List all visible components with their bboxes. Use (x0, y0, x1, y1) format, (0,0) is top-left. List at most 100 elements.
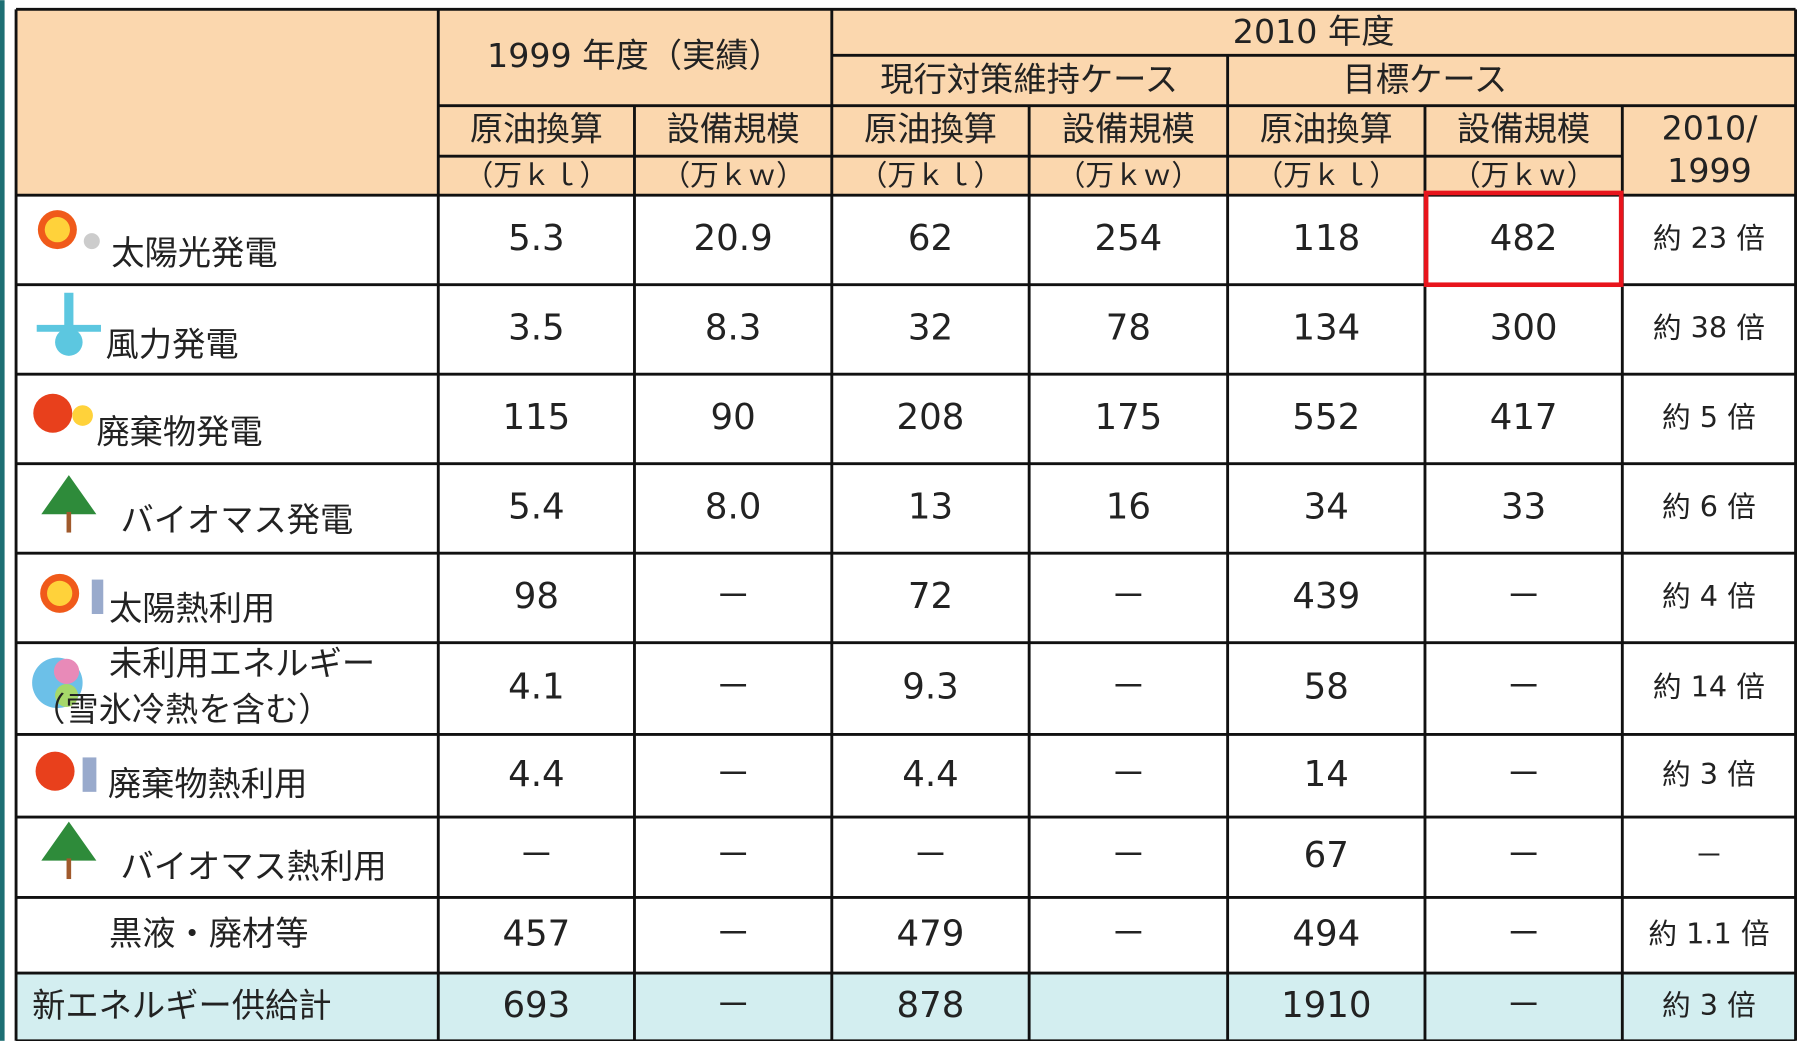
waste-icon (35, 751, 75, 791)
column-name: 原油換算 (470, 109, 603, 148)
tap-icon (82, 757, 97, 792)
cell-value: 5.4 (508, 486, 565, 527)
header-current-case: 現行対策維持ケース (880, 60, 1178, 99)
cell-value: 115 (502, 397, 570, 438)
cell-value: － (1111, 835, 1147, 876)
column-name: 原油換算 (1260, 109, 1393, 148)
row-label: 廃棄物熱利用 (108, 765, 308, 804)
cell-value: 3.5 (508, 307, 565, 348)
cell-value: 4.4 (508, 754, 565, 795)
cell-value: 20.9 (694, 218, 773, 259)
grid (14, 7, 1797, 1041)
cell-value: 9.3 (902, 667, 959, 708)
cell-value: 約 38 倍 (1653, 310, 1765, 344)
row-label: バイオマス発電 (120, 501, 353, 540)
cell-value: － (715, 576, 751, 617)
cell-value: 34 (1304, 486, 1349, 527)
column-name: 原油換算 (864, 109, 997, 148)
cell-value: － (715, 754, 751, 795)
cell-value: － (715, 835, 751, 876)
cell-value: － (715, 913, 751, 954)
cell-value: 約 1.1 倍 (1648, 916, 1769, 950)
tree-trunk (66, 858, 72, 880)
bulb-icon (72, 405, 93, 426)
cell-value: 134 (1292, 307, 1360, 348)
column-unit: （万ｋｗ） (1452, 158, 1595, 192)
cell-value: － (1111, 667, 1147, 708)
ratio-header: 1999 (1667, 151, 1752, 190)
cell-value: － (1111, 913, 1147, 954)
cell-value: 16 (1106, 486, 1151, 527)
column-name: 設備規模 (667, 109, 800, 148)
row-label: 黒液・廃材等 (109, 914, 309, 953)
header-target-case: 目標ケース (1343, 60, 1508, 99)
tree-icon (41, 475, 97, 515)
cell-value: － (1506, 913, 1542, 954)
column-unit: （万ｋｌ） (1255, 158, 1398, 192)
row-label: 新エネルギー供給計 (32, 986, 331, 1025)
cell-value: － (1506, 754, 1542, 795)
cell-value: 300 (1490, 307, 1558, 348)
cell-value: 494 (1292, 913, 1360, 954)
cell-value: － (1695, 838, 1724, 872)
cell-value: 約 5 倍 (1662, 400, 1756, 434)
cell-value: － (1506, 667, 1542, 708)
cell-value: － (1506, 835, 1542, 876)
cell-value: 482 (1490, 218, 1558, 259)
header-year-1999: 1999 年度（実績） (487, 36, 782, 75)
bulb-icon (83, 233, 100, 250)
cell-value: 457 (502, 913, 570, 954)
total-row-bg (16, 973, 1796, 1041)
cell-value: 90 (711, 397, 756, 438)
cell-value: － (715, 985, 751, 1026)
row-label: （雪氷冷熱を含む） (32, 690, 331, 729)
header-year-2010: 2010 年度 (1233, 12, 1395, 51)
column-name: 設備規模 (1062, 109, 1195, 148)
row-label: 風力発電 (106, 325, 239, 364)
cell-value: 254 (1094, 218, 1162, 259)
cell-value: 552 (1292, 397, 1360, 438)
row-label: 太陽光発電 (111, 233, 277, 272)
ratio-header: 2010/ (1662, 108, 1759, 147)
cell-value: － (519, 835, 555, 876)
cell-value: 14 (1304, 754, 1349, 795)
cell-value: － (1111, 754, 1147, 795)
cell-value: － (1506, 985, 1542, 1026)
cell-value: 72 (908, 576, 953, 617)
cell-value: 62 (908, 218, 953, 259)
cell-value: 13 (908, 486, 953, 527)
highlight-box (1423, 190, 1624, 288)
header-bg (16, 9, 1796, 196)
cell-value: 32 (908, 307, 953, 348)
cell-value: 5.3 (508, 218, 565, 259)
cell-value: － (913, 835, 949, 876)
cell-value: 約 3 倍 (1662, 757, 1756, 791)
column-name: 設備規模 (1457, 109, 1590, 148)
cell-value: 4.4 (902, 754, 959, 795)
column-unit: （万ｋｌ） (465, 158, 608, 192)
column-unit: （万ｋｌ） (859, 158, 1002, 192)
cell-value: 33 (1501, 486, 1546, 527)
unused-energy-icon (55, 683, 79, 707)
cell-value: 約 23 倍 (1653, 221, 1765, 255)
row-label: 廃棄物発電 (96, 412, 262, 451)
row-label: 太陽熱利用 (109, 589, 275, 628)
row-label: バイオマス熱利用 (120, 847, 386, 886)
cell-value: 4.1 (508, 667, 565, 708)
icons (32, 210, 104, 880)
sun-face (47, 580, 73, 606)
tree-icon (41, 821, 97, 861)
cell-value: 78 (1106, 307, 1151, 348)
tap-icon (91, 579, 104, 615)
tree-trunk (66, 511, 72, 533)
cell-value: 417 (1490, 397, 1558, 438)
cell-value: 98 (514, 576, 559, 617)
cell-value: 約 6 倍 (1662, 489, 1756, 523)
column-unit: （万ｋｗ） (1057, 158, 1200, 192)
cell-value: 693 (502, 985, 570, 1026)
wind-icon (64, 292, 74, 328)
cell-value: － (1506, 576, 1542, 617)
cell-value: 8.0 (705, 486, 762, 527)
